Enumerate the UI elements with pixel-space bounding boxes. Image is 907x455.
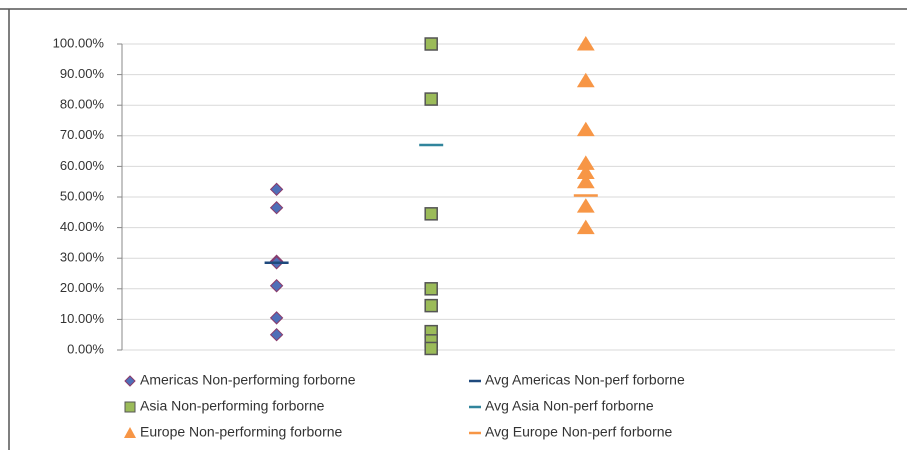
point — [424, 37, 438, 51]
y-tick-label: 0.00% — [67, 341, 104, 356]
legend-label: Avg Asia Non-perf forborne — [485, 398, 654, 414]
y-tick-label: 30.00% — [60, 250, 105, 265]
point — [576, 121, 595, 137]
legend-swatch — [124, 401, 136, 413]
point — [424, 282, 438, 296]
y-tick-label: 80.00% — [60, 97, 105, 112]
point — [576, 219, 595, 235]
legend-label: Americas Non-performing forborne — [140, 372, 356, 388]
point — [269, 327, 284, 342]
point — [424, 92, 438, 106]
y-tick-label: 50.00% — [60, 188, 105, 203]
point — [424, 298, 438, 313]
point — [269, 201, 284, 215]
y-tick-label: 20.00% — [60, 280, 105, 295]
y-tick-label: 10.00% — [60, 311, 105, 326]
point — [269, 311, 284, 325]
legend-label: Avg Americas Non-perf forborne — [485, 372, 685, 388]
y-tick-label: 60.00% — [60, 158, 105, 173]
point — [269, 279, 284, 293]
legend-swatch — [124, 375, 136, 387]
legend-label: Asia Non-performing forborne — [140, 398, 325, 414]
y-tick-label: 100.00% — [53, 35, 105, 50]
point — [576, 72, 595, 88]
point — [424, 207, 438, 221]
point — [269, 182, 284, 197]
point — [576, 36, 595, 51]
legend-label: Europe Non-performing forborne — [140, 424, 343, 440]
y-tick-label: 90.00% — [60, 66, 105, 81]
legend-label: Avg Europe Non-perf forborne — [485, 424, 673, 440]
y-tick-label: 70.00% — [60, 127, 105, 142]
y-tick-label: 40.00% — [60, 219, 105, 234]
point — [424, 341, 438, 356]
legend-swatch — [124, 427, 136, 438]
point — [576, 173, 595, 189]
point — [576, 198, 595, 213]
